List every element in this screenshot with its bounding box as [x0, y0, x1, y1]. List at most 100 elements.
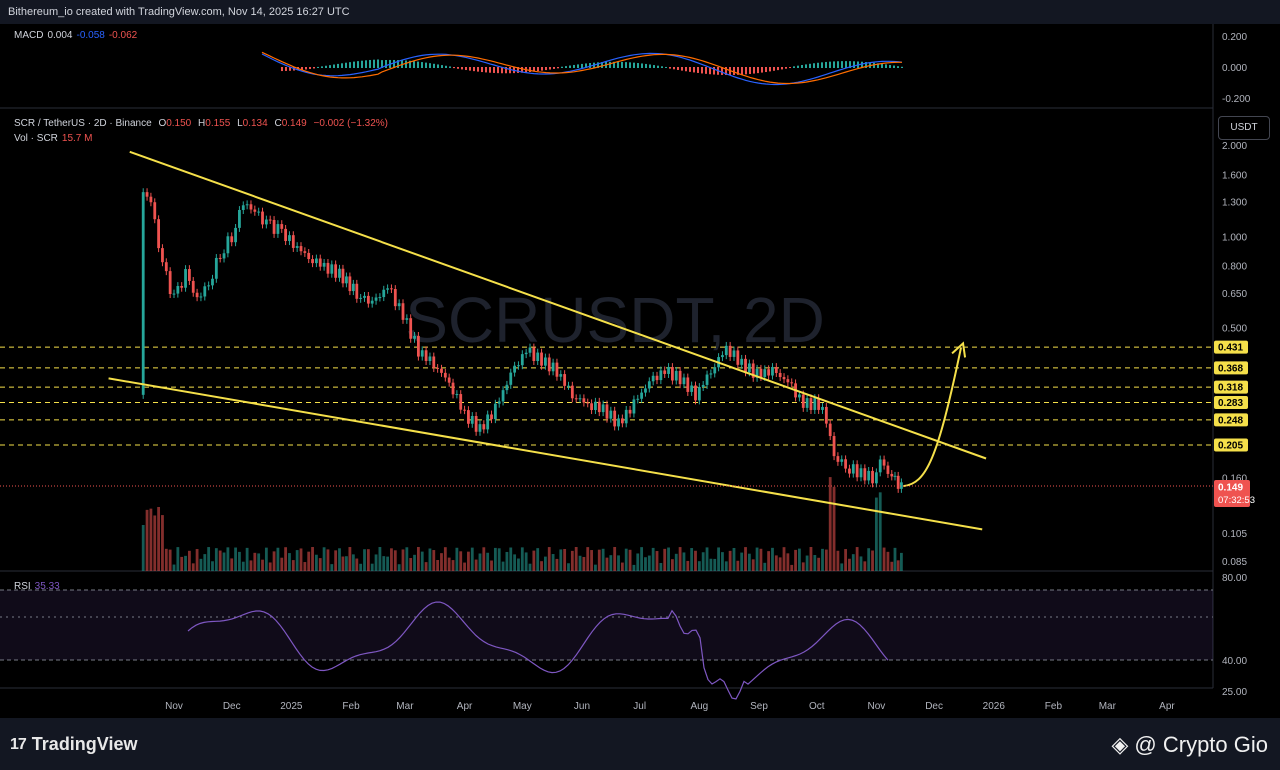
price-axis-labels: 2.000 1.600 1.300 1.000 0.800 0.650 0.500 0.160… [1214, 32, 1255, 698]
candle-body [528, 347, 532, 353]
volume-bar [555, 558, 559, 571]
candle-body [896, 475, 900, 489]
candle-body [624, 409, 628, 424]
candle-body [855, 464, 859, 478]
volume-bar [724, 561, 728, 571]
volume-bar [436, 560, 440, 571]
volume-bar [671, 559, 674, 571]
volume-bar [443, 547, 447, 571]
candle-body [280, 224, 284, 229]
volume-bar [893, 547, 897, 571]
macd-histogram-bar [853, 61, 855, 68]
price-legend: SCR / TetherUS · 2D · Binance O0.150 H0.… [14, 118, 392, 129]
candle-body [334, 264, 338, 278]
volume-bar [420, 551, 424, 571]
candle-body [547, 357, 551, 372]
ohlc-o-label: O [158, 118, 167, 129]
y-tick-label: 1.600 [1222, 170, 1247, 181]
candle-body [636, 398, 640, 400]
candle-body [628, 409, 632, 414]
volume-bar [890, 561, 894, 571]
volume-bar [644, 557, 647, 571]
candle-body [307, 252, 311, 260]
volume-bar [628, 549, 632, 571]
chart-svg[interactable]: SCRUSDT, 2D 0.431 0.368 0.318 0.283 0.248 0.2… [0, 24, 1280, 718]
candle-body [844, 459, 847, 469]
volume-bar [721, 552, 724, 571]
attribution-text: Bithereum_io created with TradingView.co… [8, 6, 350, 18]
volume-bar [678, 547, 682, 571]
macd-value-1: 0.004 [47, 30, 73, 41]
volume-bar [164, 548, 168, 571]
macd-histogram-bar [849, 61, 851, 68]
candle-body [601, 404, 605, 413]
macd-histogram-bar [597, 62, 599, 68]
volume-bar [234, 547, 237, 571]
candle-body [617, 418, 620, 427]
candle-body [744, 358, 747, 373]
volume-bar [288, 553, 291, 571]
volume-bar [686, 560, 690, 571]
volume-bar [490, 560, 493, 571]
macd-histogram-bar [713, 67, 715, 75]
candle-body [455, 394, 459, 396]
candle-body [620, 418, 624, 424]
macd-histogram-bar [549, 67, 551, 70]
volume-bar [878, 492, 882, 571]
candle-body [145, 192, 149, 197]
y-tick-label: 1.300 [1222, 198, 1247, 209]
candle-body [840, 459, 844, 462]
volume-bar [751, 559, 755, 571]
macd-histogram-bar [813, 63, 815, 68]
volume-bar [900, 552, 903, 571]
candle-body [728, 345, 732, 357]
volume-bar [334, 550, 338, 571]
candle-body [786, 379, 790, 383]
candle-body [774, 366, 778, 373]
macd-histogram-bar [649, 64, 651, 68]
volume-bar [264, 547, 268, 571]
candle-body [284, 228, 288, 242]
candle-body [524, 352, 528, 355]
candle-body [701, 384, 705, 387]
macd-histogram-bar [533, 67, 535, 72]
macd-histogram-bar [625, 62, 627, 68]
candle-body [821, 406, 824, 410]
chart-area[interactable]: SCRUSDT, 2D 0.431 0.368 0.318 0.283 0.248 0.2… [0, 24, 1280, 718]
volume-bar [570, 550, 574, 571]
volume-bar [609, 555, 613, 571]
candle-body [878, 459, 882, 473]
macd-histogram-bar [701, 67, 703, 74]
macd-histogram-bar [405, 60, 407, 68]
volume-bar [184, 555, 187, 571]
macd-tick-label: 0.000 [1222, 63, 1247, 74]
candle-body [234, 227, 237, 243]
candle-body [397, 303, 401, 307]
candle-body [651, 375, 655, 382]
candle-body [459, 394, 463, 410]
volume-bar [341, 556, 345, 571]
currency-button[interactable]: USDT [1218, 116, 1270, 140]
candle-body [520, 354, 524, 366]
macd-histogram-bar [789, 67, 791, 69]
volume-bar [238, 551, 241, 571]
volume-bar [771, 547, 774, 571]
macd-histogram-bar [429, 63, 431, 68]
volume-bar [455, 547, 459, 571]
y-tick-label: 0.500 [1222, 324, 1247, 335]
volume-bar [863, 561, 867, 571]
volume-bar [451, 560, 455, 571]
level-tag [1214, 361, 1248, 375]
candle-body [315, 258, 318, 264]
volume-bar [886, 551, 890, 571]
volume-bar [728, 550, 732, 571]
volume-bar [832, 486, 836, 571]
macd-tick-label: 0.200 [1222, 32, 1247, 43]
macd-histogram-bar [673, 67, 675, 70]
volume-bar [230, 558, 234, 571]
volume-bar [871, 550, 874, 571]
y-tick-label: 1.000 [1222, 232, 1247, 243]
candle-body [640, 392, 644, 399]
volume-bar [767, 551, 771, 571]
candle-body [540, 352, 543, 366]
